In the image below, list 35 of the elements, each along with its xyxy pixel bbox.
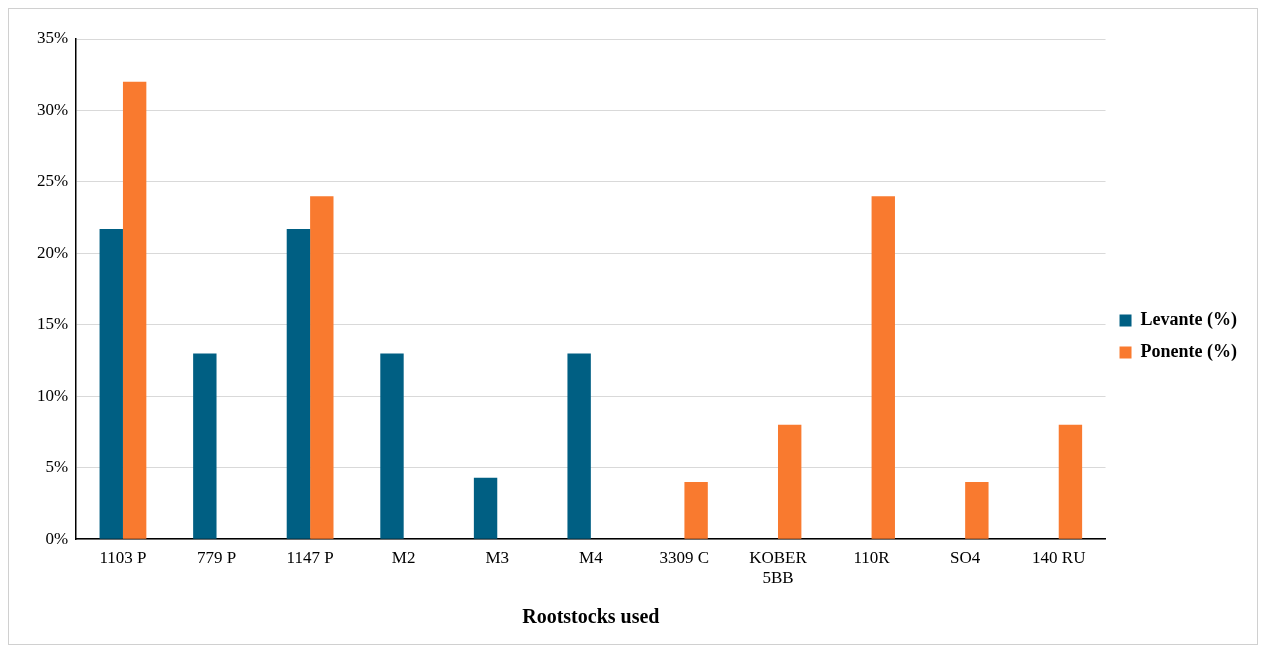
x-tick-label: 140 RU [1032, 547, 1086, 567]
x-tick-label: SO4 [950, 547, 981, 567]
y-tick-label: 25% [36, 171, 69, 191]
y-tick-label: 10% [36, 385, 69, 405]
x-tick-label: KOBER 5BB [749, 547, 808, 588]
x-tick-label: 1147 P [286, 547, 334, 567]
y-tick-label: 5% [45, 457, 69, 477]
x-tick-label: 779 P [196, 547, 237, 567]
y-tick-label: 35% [36, 28, 69, 48]
bar [286, 229, 311, 539]
bar [380, 353, 404, 539]
bar [310, 196, 334, 539]
x-tick-label: M3 [485, 547, 510, 567]
bar [1058, 424, 1083, 539]
x-tick-label: 3309 C [659, 547, 710, 567]
bar [473, 477, 498, 539]
y-tick-label: 20% [36, 242, 69, 262]
y-tick-label: 0% [45, 528, 69, 548]
bar [871, 196, 895, 539]
x-tick-label: M4 [579, 547, 604, 567]
x-tick-label: 110R [853, 547, 891, 567]
bar [99, 229, 123, 539]
bar [567, 353, 591, 539]
bar [122, 81, 147, 539]
legend-label: Ponente (%) [1140, 341, 1238, 363]
bar [193, 353, 217, 539]
x-axis-title: Rootstocks used [522, 605, 660, 628]
y-tick-label: 30% [36, 99, 69, 119]
x-tick-label: M2 [391, 547, 416, 567]
bar [965, 482, 989, 539]
bar [684, 482, 708, 539]
bar [778, 424, 802, 539]
y-tick-label: 15% [36, 314, 69, 334]
x-tick-label: 1103 P [99, 547, 147, 567]
legend-label: Levante (%) [1140, 309, 1238, 331]
